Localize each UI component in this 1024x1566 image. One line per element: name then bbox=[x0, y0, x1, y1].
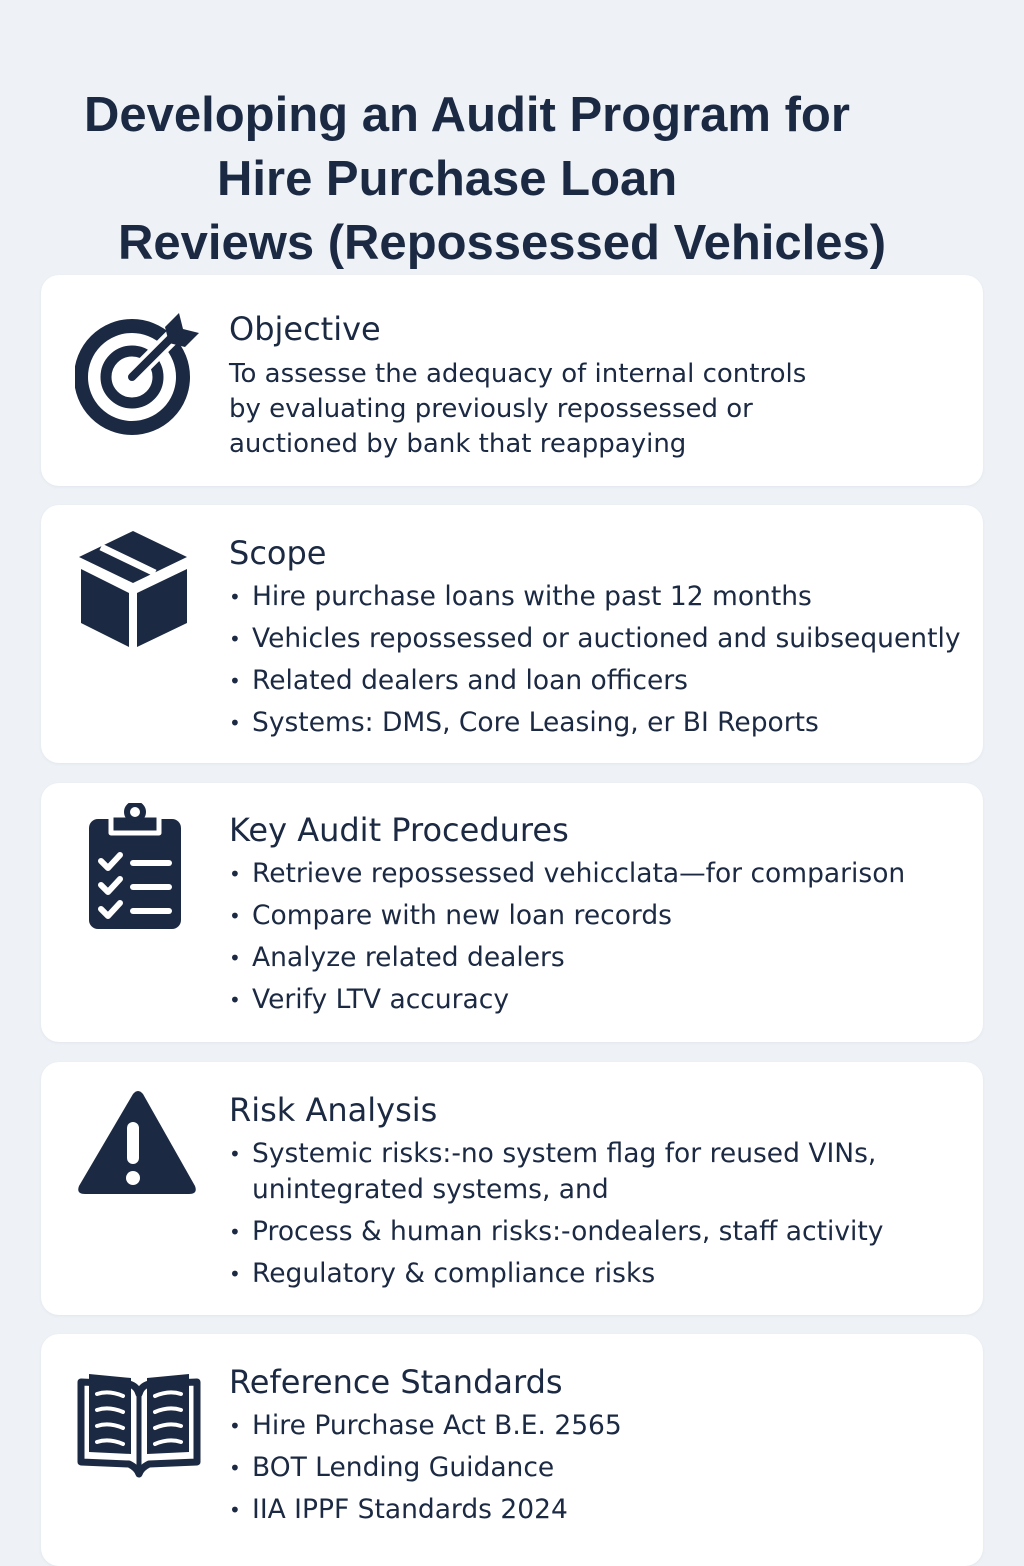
scope-item-4: Systems: DMS, Core Leasing, er BI Report… bbox=[229, 705, 965, 741]
references-item-3: IIA IPPF Standards 2024 bbox=[229, 1492, 965, 1528]
scope-heading: Scope bbox=[229, 534, 327, 572]
risk-heading: Risk Analysis bbox=[229, 1091, 438, 1129]
title-line-2: Hire Purchase Loan bbox=[217, 151, 678, 206]
risk-card: Risk Analysis Systemic risks:-no system … bbox=[41, 1062, 983, 1315]
clipboard-checklist-icon bbox=[75, 803, 201, 929]
scope-item-3: Related dealers and loan officers bbox=[229, 663, 965, 699]
objective-line-3: auctioned by bank that reappaying bbox=[229, 429, 687, 459]
objective-heading: Objective bbox=[229, 310, 381, 348]
references-item-2: BOT Lending Guidance bbox=[229, 1450, 965, 1486]
target-icon bbox=[75, 311, 201, 437]
objective-line-2: by evaluating previously repossessed or bbox=[229, 394, 753, 424]
references-list: Hire Purchase Act B.E. 2565 BOT Lending … bbox=[229, 1408, 965, 1528]
page-title: Developing an Audit Program for Hire Pur… bbox=[40, 83, 984, 275]
warning-icon bbox=[75, 1088, 201, 1214]
risk-item-1: Systemic risks:-no system flag for reuse… bbox=[229, 1136, 922, 1208]
risk-item-2: Process & human risks:-ondealers, staff … bbox=[229, 1214, 965, 1250]
procedures-heading: Key Audit Procedures bbox=[229, 811, 569, 849]
open-book-icon bbox=[75, 1364, 201, 1490]
risk-item-3: Regulatory & compliance risks bbox=[229, 1256, 965, 1292]
references-item-1: Hire Purchase Act B.E. 2565 bbox=[229, 1408, 965, 1444]
procedures-list: Retrieve repossessed vehicclata—for comp… bbox=[229, 856, 965, 1018]
references-heading: Reference Standards bbox=[229, 1363, 563, 1401]
objective-card: Objective To assesse the adequacy of int… bbox=[41, 275, 983, 486]
scope-item-2: Vehicles repossessed or auctioned and su… bbox=[229, 621, 965, 657]
procedures-card: Key Audit Procedures Retrieve repossesse… bbox=[41, 783, 983, 1042]
procedures-item-1: Retrieve repossessed vehicclata—for comp… bbox=[229, 856, 965, 892]
title-line-3: Reviews (Repossessed Vehicles) bbox=[118, 215, 887, 270]
scope-item-1: Hire purchase loans withe past 12 months bbox=[229, 579, 965, 615]
title-line-1: Developing an Audit Program for bbox=[84, 87, 850, 142]
procedures-item-2: Compare with new loan records bbox=[229, 898, 965, 934]
references-card: Reference Standards Hire Purchase Act B.… bbox=[41, 1334, 983, 1566]
risk-list: Systemic risks:-no system flag for reuse… bbox=[229, 1136, 965, 1292]
objective-line-1: To assesse the adequacy of internal cont… bbox=[229, 359, 807, 389]
procedures-item-4: Verify LTV accuracy bbox=[229, 982, 965, 1018]
procedures-item-3: Analyze related dealers bbox=[229, 940, 965, 976]
objective-text: To assesse the adequacy of internal cont… bbox=[229, 357, 965, 462]
scope-card: Scope Hire purchase loans withe past 12 … bbox=[41, 505, 983, 763]
box-icon bbox=[75, 527, 201, 653]
scope-list: Hire purchase loans withe past 12 months… bbox=[229, 579, 965, 741]
